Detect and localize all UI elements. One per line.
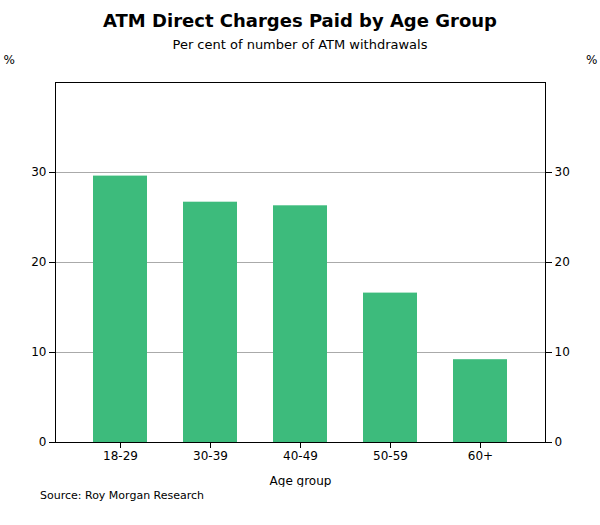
svg-text:Age group: Age group xyxy=(270,474,332,488)
html-text:ATM Direct Charges Paid by Age: ATM Direct Charges Paid by Age Group xyxy=(103,10,497,31)
html-text:Source: Roy Morgan Research: Source: Roy Morgan Research xyxy=(40,489,205,502)
svg-text:30: 30 xyxy=(31,165,46,179)
svg-text:18-29: 18-29 xyxy=(103,449,138,463)
svg-text:40-49: 40-49 xyxy=(283,449,318,463)
svg-text:%: % xyxy=(4,53,15,67)
svg-text:%: % xyxy=(586,53,597,67)
svg-text:60+: 60+ xyxy=(468,449,493,463)
svg-text:30-39: 30-39 xyxy=(193,449,228,463)
svg-text:50-59: 50-59 xyxy=(373,449,408,463)
svg-text:0: 0 xyxy=(555,435,563,449)
html-text:Per cent of number of ATM with: Per cent of number of ATM withdrawals xyxy=(172,37,428,52)
svg-text:30: 30 xyxy=(555,165,570,179)
svg-text:0: 0 xyxy=(39,435,47,449)
svg-text:20: 20 xyxy=(31,255,46,269)
svg-text:10: 10 xyxy=(31,345,46,359)
svg-text:10: 10 xyxy=(555,345,570,359)
svg-text:20: 20 xyxy=(555,255,570,269)
